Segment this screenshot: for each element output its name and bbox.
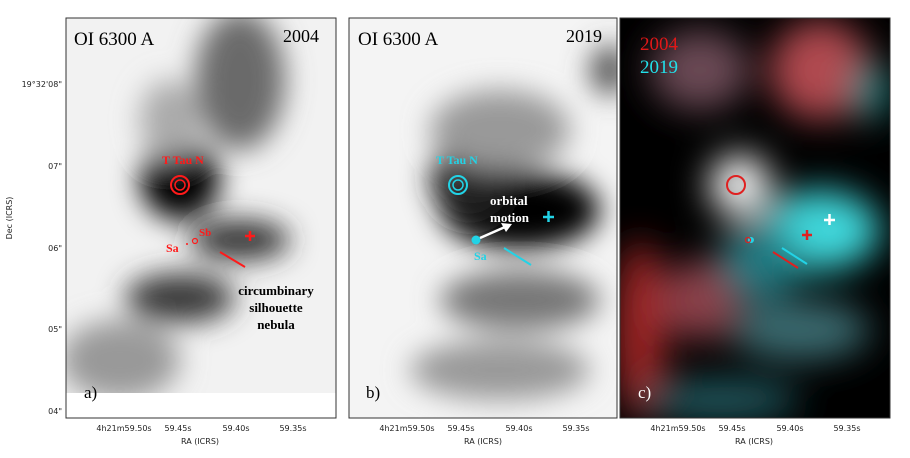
orbital-motion-line-2: motion xyxy=(490,210,530,225)
disk-orientation-line xyxy=(219,251,246,268)
t-tau-n-contour-icon xyxy=(448,175,468,195)
ytick: 05" xyxy=(48,325,62,334)
xtick: 4h21m59.50s xyxy=(96,424,151,433)
panel-b-sa-label: Sa xyxy=(474,249,487,263)
ytick: 06" xyxy=(48,244,62,253)
panel-a-year: 2004 xyxy=(283,26,319,46)
annotation-line-3: nebula xyxy=(257,317,295,332)
panel-c: 2004 2019 c) xyxy=(619,17,891,419)
orbital-motion-arrow xyxy=(479,225,506,240)
panel-b-title: OI 6300 A xyxy=(358,29,439,50)
ytick: 04" xyxy=(48,407,62,416)
panel-a-emission-image xyxy=(66,18,290,400)
ytick: 07" xyxy=(48,162,62,171)
xtick: 59.35s xyxy=(279,424,306,433)
xtick: 59.40s xyxy=(776,424,803,433)
panel-b-emission-image xyxy=(410,45,617,400)
annotation-line-2: silhouette xyxy=(249,300,303,315)
plus-marker-2019-icon xyxy=(824,214,835,225)
x-axis-label: RA (ICRS) xyxy=(181,437,219,446)
panel-a-title: OI 6300 A xyxy=(74,29,155,50)
xtick: 59.35s xyxy=(562,424,589,433)
panel-a-star-label: T Tau N xyxy=(162,153,204,167)
panel-b-year: 2019 xyxy=(566,26,602,46)
panel-a-sa-label: Sa xyxy=(166,241,179,255)
panel-a-label: a) xyxy=(84,383,97,402)
plus-marker-icon xyxy=(543,211,554,222)
plus-marker-2004-icon xyxy=(802,230,812,240)
panel-a: OI 6300 A 2004 a) T Tau N Sa Sb circumbi… xyxy=(65,17,337,419)
xtick: 4h21m59.50s xyxy=(650,424,705,433)
panel-b-star-label: T Tau N xyxy=(436,153,478,167)
annotation-line-1: circumbinary xyxy=(238,283,314,298)
panel-a-sb-label: Sb xyxy=(199,227,211,239)
y-axis-label: Dec (ICRS) xyxy=(5,197,14,240)
xtick: 59.45s xyxy=(718,424,745,433)
plus-marker-icon xyxy=(245,231,255,241)
arrowhead-icon xyxy=(501,223,512,232)
t-tau-n-contour-icon xyxy=(726,175,746,195)
sa-marker-icon xyxy=(471,235,481,245)
xtick: 4h21m59.50s xyxy=(379,424,434,433)
xtick: 59.40s xyxy=(222,424,249,433)
x-axis-label: RA (ICRS) xyxy=(735,437,773,446)
sa-marker-icon xyxy=(186,243,188,245)
panel-c-composite-image xyxy=(620,20,890,418)
xtick: 59.45s xyxy=(164,424,191,433)
panel-b-label: b) xyxy=(366,383,380,402)
x-axis-label: RA (ICRS) xyxy=(464,437,502,446)
xtick: 59.45s xyxy=(447,424,474,433)
t-tau-n-contour-icon xyxy=(170,175,190,195)
xtick: 59.40s xyxy=(505,424,532,433)
disk-orientation-line xyxy=(503,247,532,266)
panel-c-label: c) xyxy=(638,383,651,402)
legend-2019: 2019 xyxy=(640,57,678,78)
ytick: 19°32'08" xyxy=(22,80,62,89)
sb-marker-icon xyxy=(191,237,199,245)
orbital-motion-line-1: orbital xyxy=(490,193,528,208)
panel-b: OI 6300 A 2019 b) T Tau N Sa orbital mot… xyxy=(348,17,618,419)
xtick: 59.35s xyxy=(833,424,860,433)
legend-2004: 2004 xyxy=(640,34,679,55)
